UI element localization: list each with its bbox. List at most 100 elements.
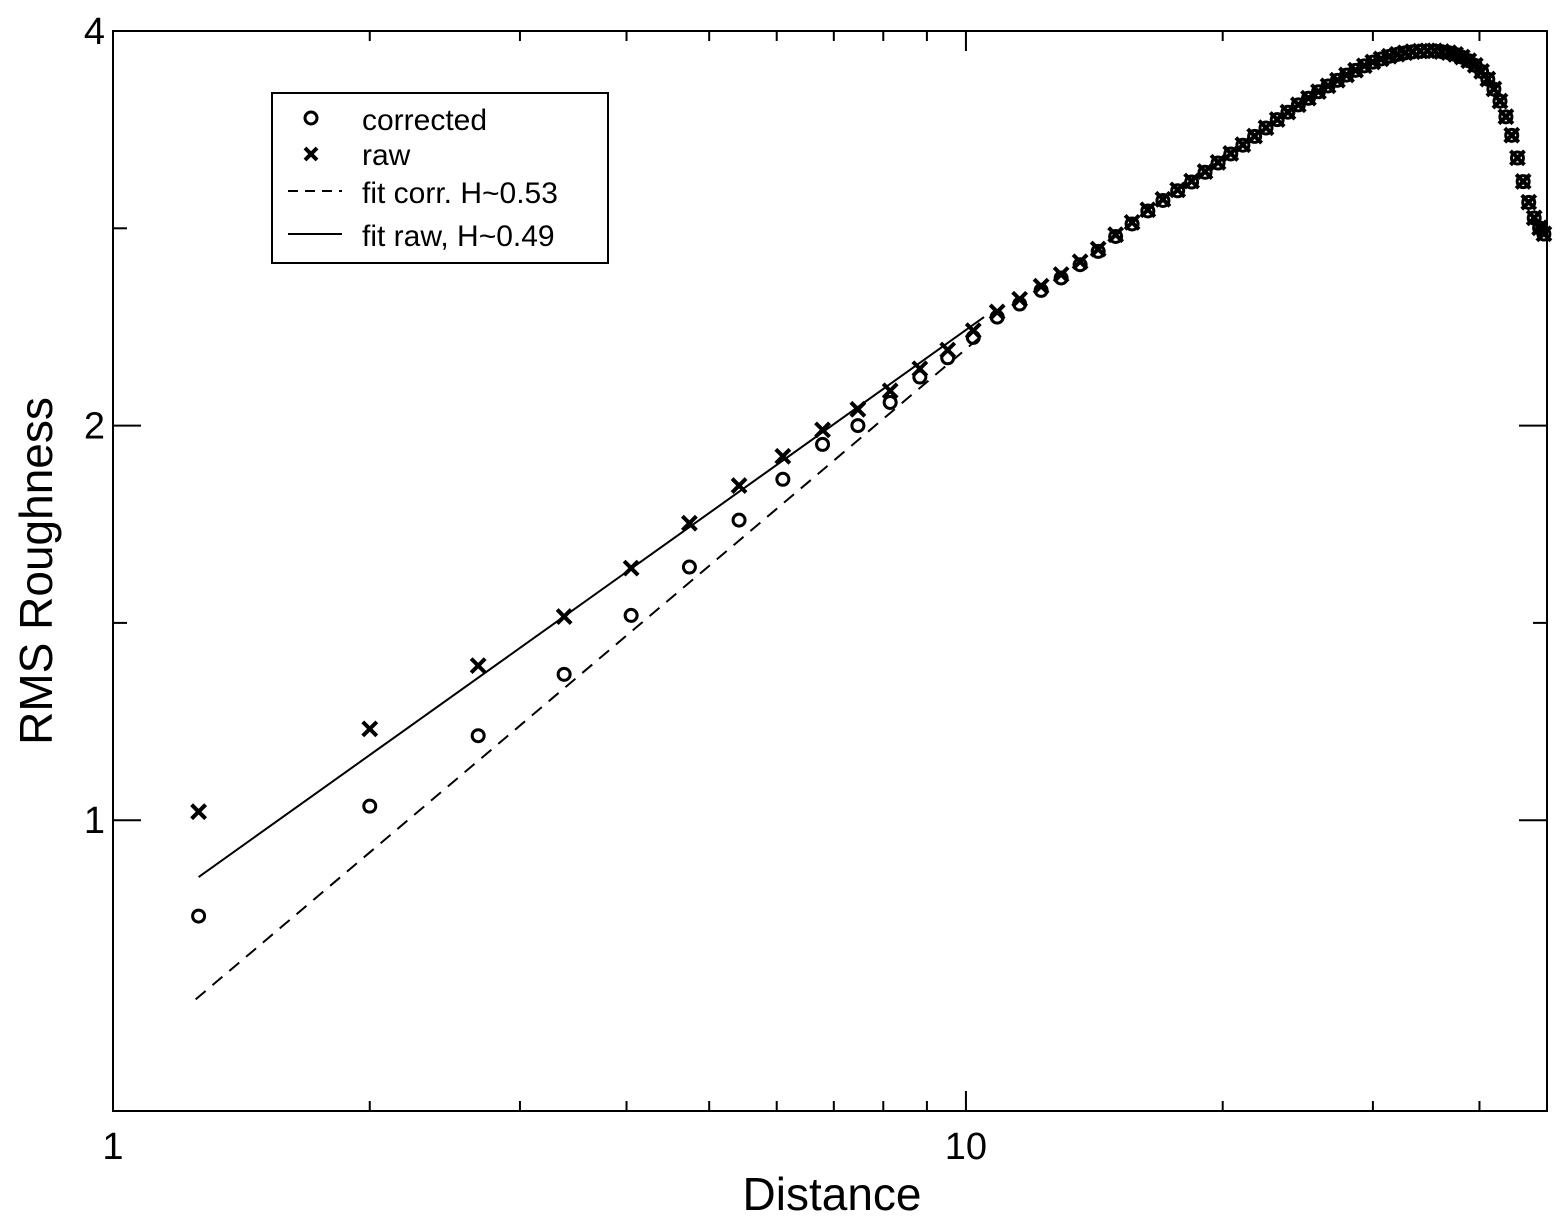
corrected-point: [775, 471, 791, 487]
raw-point: [774, 447, 792, 465]
corrected-point: [623, 607, 639, 623]
raw-point: [1509, 149, 1526, 167]
raw-point: [1514, 173, 1532, 190]
raw-point: [1234, 136, 1252, 154]
legend-corrected-label: corrected: [362, 104, 487, 137]
corrected-point: [362, 798, 378, 814]
corrected-point: [1072, 257, 1088, 273]
corrected-point: [1235, 137, 1251, 153]
raw-point: [1257, 119, 1275, 137]
fit-lines: [195, 316, 985, 1001]
raw-point: [1355, 57, 1373, 75]
raw-point: [1503, 126, 1521, 144]
legend-fit-raw-label: fit raw, H~0.49: [362, 220, 555, 253]
corrected-point: [850, 418, 866, 434]
raw-point: [1520, 193, 1538, 211]
data-markers: [190, 42, 1553, 924]
corrected-point: [470, 728, 486, 744]
raw-point: [881, 382, 899, 400]
fit-raw-line: [198, 316, 985, 878]
corrected-point: [191, 908, 207, 924]
corrected-point: [681, 559, 697, 575]
corrected-point: [1210, 155, 1226, 171]
raw-point: [814, 421, 831, 439]
legend-raw-marker: [303, 146, 319, 162]
raw-point: [1319, 77, 1337, 95]
raw-point: [939, 341, 957, 359]
fit-corr-line: [195, 333, 985, 1001]
raw-point: [1347, 61, 1364, 79]
raw-point: [1300, 89, 1317, 107]
raw-point: [1479, 70, 1497, 88]
x-tick-label: 1: [102, 1126, 123, 1168]
legend-corrected-marker: [303, 110, 319, 126]
corrected-point: [1197, 164, 1213, 180]
raw-point: [1310, 83, 1327, 101]
corrected-point: [556, 666, 572, 682]
raw-point: [1169, 181, 1187, 199]
raw-point: [1123, 213, 1141, 231]
raw-point: [730, 477, 748, 494]
raw-point: [1535, 225, 1553, 243]
raw-point: [1139, 201, 1157, 219]
raw-point: [849, 400, 867, 418]
corrected-point: [815, 436, 831, 452]
raw-point: [1268, 111, 1286, 128]
raw-point: [1071, 253, 1089, 271]
raw-point: [1196, 163, 1214, 180]
corrected-point: [1140, 203, 1156, 219]
raw-point: [911, 360, 929, 378]
corrected-point: [1124, 216, 1140, 232]
raw-point: [1032, 277, 1050, 295]
corrected-point: [1269, 112, 1285, 128]
raw-point: [469, 657, 487, 675]
legend: corrected raw fit corr. H~0.53 fit raw, …: [271, 92, 609, 264]
corrected-point: [882, 394, 898, 410]
raw-point: [1183, 172, 1201, 190]
raw-point: [361, 720, 379, 738]
corrected-point: [1170, 183, 1186, 199]
y-tick-label: 1: [84, 800, 105, 842]
raw-point: [555, 608, 573, 625]
raw-point: [1279, 103, 1297, 121]
raw-point: [190, 803, 208, 821]
corrected-point: [1108, 228, 1124, 244]
raw-point: [1289, 96, 1307, 114]
raw-point: [1485, 80, 1503, 98]
raw-point: [1329, 71, 1346, 89]
corrected-point: [1184, 174, 1200, 190]
raw-point: [1491, 92, 1509, 110]
x-axis-title: Distance: [743, 1168, 922, 1220]
raw-point: [1089, 240, 1107, 258]
raw-point: [1107, 226, 1125, 244]
corrected-point: [1247, 128, 1263, 144]
legend-fit-corr-label: fit corr. H~0.53: [362, 177, 558, 210]
corrected-point: [1223, 146, 1239, 162]
corrected-point: [1155, 192, 1171, 208]
corrected-point: [1090, 243, 1106, 259]
corrected-point: [1521, 194, 1537, 210]
raw-point: [1052, 266, 1070, 283]
corrected-point: [1509, 150, 1525, 166]
raw-point: [1338, 66, 1355, 84]
corrected-point: [1498, 109, 1514, 125]
axis-ticks: 1 10 1 2 4: [84, 11, 1547, 1168]
x-tick-label: 10: [945, 1126, 987, 1168]
corrected-point: [731, 512, 747, 528]
y-axis-title: RMS Roughness: [10, 397, 62, 745]
raw-point: [1497, 108, 1515, 126]
raw-point: [1222, 145, 1240, 162]
y-tick-label: 2: [84, 406, 105, 448]
corrected-point: [1515, 174, 1531, 190]
raw-point: [1525, 209, 1543, 227]
raw-point: [1209, 153, 1227, 171]
corrected-point: [1504, 127, 1520, 143]
raw-point: [1011, 290, 1029, 308]
raw-point: [680, 514, 698, 532]
legend-raw-label: raw: [362, 139, 411, 172]
corrected-point: [1536, 226, 1552, 242]
plot-frame: [112, 30, 1548, 1112]
raw-point: [988, 303, 1006, 321]
raw-point: [964, 322, 982, 340]
